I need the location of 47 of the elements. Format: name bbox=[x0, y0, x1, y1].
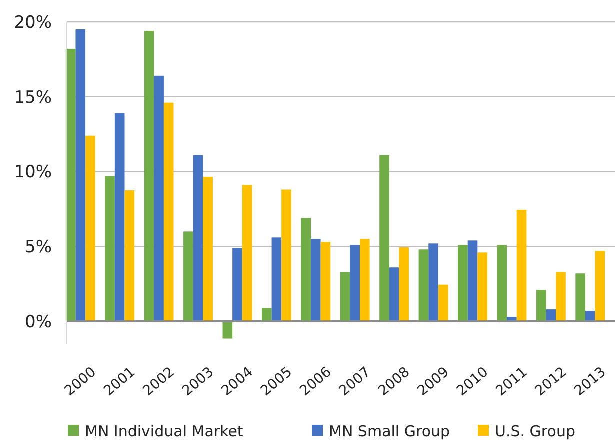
legend-label: MN Small Group bbox=[329, 422, 450, 440]
bar bbox=[154, 76, 164, 322]
bar bbox=[360, 239, 370, 322]
bar bbox=[164, 102, 174, 322]
y-tick-label: 10% bbox=[14, 162, 52, 183]
bar bbox=[124, 190, 135, 322]
y-tick-label: 0% bbox=[25, 312, 52, 332]
bar bbox=[320, 242, 331, 322]
bar bbox=[536, 290, 546, 322]
bar bbox=[310, 239, 321, 322]
legend-label: MN Individual Market bbox=[85, 422, 244, 440]
y-tick-label: 15% bbox=[14, 88, 52, 108]
bar bbox=[458, 245, 468, 322]
bar bbox=[389, 268, 400, 322]
bar bbox=[203, 177, 213, 322]
bar bbox=[262, 308, 272, 322]
bar bbox=[105, 176, 115, 322]
bar bbox=[86, 136, 96, 322]
bar bbox=[222, 322, 233, 339]
bar bbox=[399, 247, 410, 322]
bar bbox=[428, 244, 438, 322]
bar bbox=[144, 30, 154, 322]
bar bbox=[418, 250, 429, 322]
bar bbox=[76, 29, 86, 322]
bar bbox=[556, 272, 566, 322]
bar bbox=[282, 190, 292, 322]
bar bbox=[516, 210, 527, 322]
bar bbox=[340, 272, 350, 322]
bar bbox=[114, 113, 125, 322]
bar bbox=[242, 185, 252, 322]
bar bbox=[438, 284, 448, 322]
bar bbox=[380, 155, 390, 322]
bar bbox=[193, 155, 204, 322]
bar bbox=[301, 218, 311, 322]
legend-label: U.S. Group bbox=[495, 422, 576, 440]
bar bbox=[468, 240, 478, 322]
bar bbox=[497, 245, 508, 322]
y-tick-label: 5% bbox=[25, 238, 52, 258]
bar bbox=[585, 311, 596, 322]
bar bbox=[478, 252, 488, 322]
bar bbox=[576, 274, 586, 322]
bar bbox=[184, 232, 194, 322]
bar bbox=[350, 245, 360, 322]
bar bbox=[232, 248, 242, 322]
bar bbox=[595, 251, 606, 322]
bar bbox=[272, 238, 282, 322]
y-tick-label: 20% bbox=[14, 12, 52, 33]
